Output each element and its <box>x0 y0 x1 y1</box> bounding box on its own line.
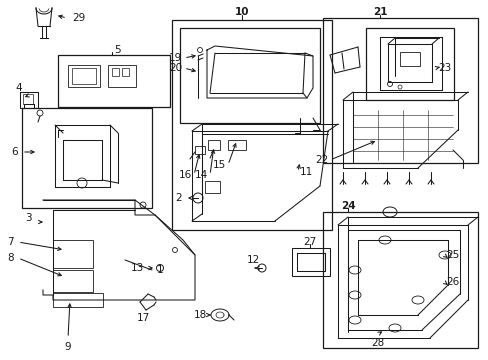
Bar <box>108 65 136 87</box>
Bar <box>180 28 319 123</box>
Bar <box>323 18 477 163</box>
Text: 29: 29 <box>72 13 85 23</box>
Text: 18: 18 <box>193 310 206 320</box>
Text: 22: 22 <box>314 155 327 165</box>
Text: 25: 25 <box>445 250 458 260</box>
Bar <box>227 140 245 150</box>
Bar <box>172 20 331 230</box>
Text: 9: 9 <box>64 342 71 352</box>
Bar <box>68 65 100 87</box>
Text: 4: 4 <box>15 83 21 93</box>
Text: 20: 20 <box>168 63 182 73</box>
Text: 3: 3 <box>25 213 32 223</box>
Bar <box>53 270 93 292</box>
Text: 5: 5 <box>114 45 121 55</box>
Bar <box>323 212 477 348</box>
Bar <box>72 68 96 84</box>
Text: 12: 12 <box>246 255 260 265</box>
Bar <box>58 55 170 107</box>
Text: 10: 10 <box>234 7 249 17</box>
Bar <box>22 108 152 208</box>
Text: 11: 11 <box>299 167 313 177</box>
Bar <box>53 240 93 268</box>
Text: 27: 27 <box>303 237 316 247</box>
Text: 6: 6 <box>11 147 18 157</box>
Bar <box>122 68 129 76</box>
Bar <box>112 68 119 76</box>
Text: 19: 19 <box>168 53 182 63</box>
Bar <box>399 52 419 66</box>
Text: 16: 16 <box>179 170 192 180</box>
Text: 15: 15 <box>212 160 225 170</box>
Text: 1: 1 <box>157 265 163 275</box>
Bar <box>365 28 453 100</box>
Text: 2: 2 <box>175 193 182 203</box>
Bar <box>23 94 33 104</box>
Text: 8: 8 <box>7 253 14 263</box>
Text: 17: 17 <box>136 313 149 323</box>
Bar <box>207 140 220 150</box>
Bar <box>204 181 220 193</box>
Bar <box>53 293 103 307</box>
Bar <box>195 146 204 154</box>
Text: 13: 13 <box>130 263 143 273</box>
Text: 14: 14 <box>194 170 207 180</box>
Text: 21: 21 <box>372 7 386 17</box>
Bar <box>291 248 329 276</box>
Text: 7: 7 <box>7 237 14 247</box>
Text: 23: 23 <box>437 63 450 73</box>
Text: 26: 26 <box>445 277 458 287</box>
Text: 28: 28 <box>370 338 384 348</box>
Text: 24: 24 <box>340 201 355 211</box>
